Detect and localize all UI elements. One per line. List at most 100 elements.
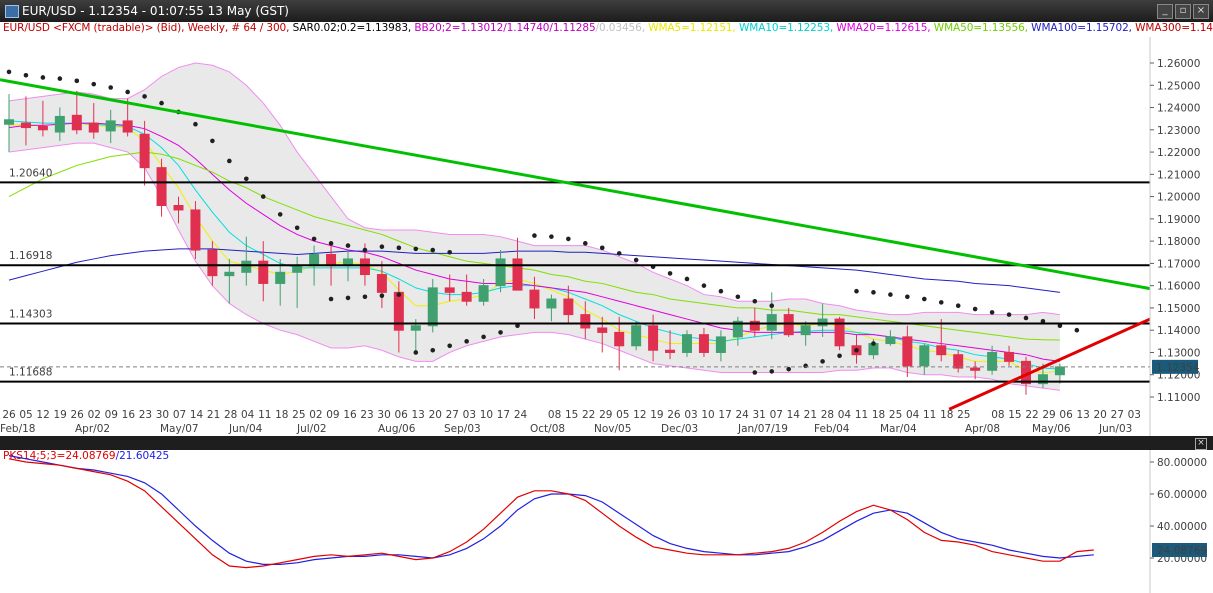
- candle-body: [393, 291, 404, 331]
- x-tick-label: 26: [2, 409, 16, 421]
- sar-dot: [362, 294, 368, 300]
- sar-dot: [515, 323, 520, 329]
- stochastic-current-tag: [1152, 543, 1207, 557]
- stochastic-d-value: /21.60425: [115, 450, 170, 462]
- x-tick-label: 12: [633, 409, 646, 421]
- x-tick-label: 18: [940, 409, 953, 421]
- price-pane: [4, 62, 1080, 395]
- candle-body: [732, 320, 743, 338]
- legend-wma10: WMA10=1.12253,: [735, 22, 834, 34]
- x-tick-label: 21: [207, 409, 220, 421]
- candle-body: [885, 336, 896, 345]
- x-tick-label: 04: [838, 409, 852, 421]
- close-button[interactable]: ×: [1193, 4, 1209, 19]
- x-tick-label: 06: [394, 409, 408, 421]
- legend-bb-label: BB20;2=: [411, 22, 461, 34]
- candle-body: [800, 325, 811, 336]
- x-tick-label: 24: [514, 409, 528, 421]
- stochastic-current-tag-label: 24.08769: [1157, 545, 1207, 557]
- sar-dot: [854, 288, 859, 294]
- candle-body: [936, 345, 947, 356]
- sar-dot: [430, 347, 436, 353]
- sar-dot: [871, 341, 876, 346]
- x-tick-label: 11: [855, 409, 868, 421]
- price-tick-label: 1.22000: [1157, 147, 1200, 159]
- x-tick-label: 13: [412, 409, 425, 421]
- candle-body: [834, 318, 845, 347]
- stochastic-k-value: 24.08769: [65, 450, 116, 462]
- x-tick-label: 17: [718, 409, 731, 421]
- sar-dot: [413, 246, 419, 252]
- x-tick-label: 10: [480, 409, 493, 421]
- sar-dot: [277, 212, 283, 217]
- x-month-label: May/07: [160, 423, 199, 435]
- candle-body: [563, 298, 574, 316]
- sar-dot: [6, 69, 12, 75]
- sar-dot: [1040, 318, 1046, 324]
- sar-dot: [23, 72, 29, 78]
- x-month-label: Jul/02: [296, 423, 327, 435]
- indicator-tick-label: 60.00000: [1157, 489, 1207, 501]
- sar-dot: [955, 303, 961, 309]
- price-tick-label: 1.20000: [1157, 192, 1200, 204]
- restore-button[interactable]: ▫: [1175, 4, 1191, 19]
- candle-body: [665, 349, 676, 353]
- x-tick-label: 09: [326, 409, 339, 421]
- legend-wma300: WMA300=1.14894: [1135, 22, 1213, 34]
- indicator-legend: EUR/USD <FXCM (tradable)> (Bid), Weekly,…: [3, 22, 1213, 36]
- x-tick-label: 05: [616, 409, 629, 421]
- sar-dot: [227, 158, 232, 164]
- candle-body: [173, 205, 184, 211]
- x-tick-label: 23: [139, 409, 152, 421]
- sar-dot: [1057, 323, 1063, 329]
- sar-dot: [769, 303, 775, 309]
- sar-dot: [57, 76, 63, 81]
- price-tick-label: 1.17000: [1157, 258, 1200, 270]
- sar-dot: [837, 353, 842, 359]
- x-tick-label: 27: [446, 409, 459, 421]
- sar-dot: [752, 298, 758, 304]
- x-tick-label: 03: [463, 409, 476, 421]
- x-month-label: Nov/05: [594, 423, 631, 435]
- candle-body: [970, 367, 981, 371]
- window-titlebar: EUR/USD - 1.12354 - 01:07:55 13 May (GST…: [0, 0, 1213, 22]
- stochastic-legend: PKS14;5;3=24.08769/21.60425: [3, 450, 169, 462]
- x-month-label: Apr/08: [965, 423, 1000, 435]
- indicator-tick-label: 80.00000: [1157, 457, 1207, 469]
- pane-separator[interactable]: ×: [0, 436, 1213, 450]
- sar-dot: [532, 233, 537, 238]
- candle-body: [376, 274, 387, 293]
- sar-dot: [616, 251, 622, 256]
- x-tick-label: 20: [1094, 409, 1107, 421]
- sar-dot: [447, 343, 453, 349]
- x-tick-label: 11: [258, 409, 271, 421]
- x-tick-label: 22: [582, 409, 595, 421]
- sar-dot: [345, 243, 351, 248]
- sar-dot: [684, 276, 690, 282]
- x-tick-label: 27: [1111, 409, 1124, 421]
- legend-wma100: WMA100=1.15702,: [1027, 22, 1132, 34]
- green-trendline: [0, 78, 1151, 291]
- candle-body: [88, 122, 99, 133]
- x-tick-label: 29: [599, 409, 612, 421]
- sar-dot: [786, 366, 791, 372]
- x-tick-label: 16: [343, 409, 357, 421]
- sar-dot: [938, 300, 944, 305]
- x-tick-label: 06: [1059, 409, 1073, 421]
- x-tick-label: 22: [1025, 409, 1038, 421]
- legend-bb-mid: 1.13012: [460, 22, 504, 34]
- pane-close-icon[interactable]: ×: [1195, 438, 1207, 450]
- sar-dot: [447, 249, 453, 255]
- candle-body: [224, 271, 235, 277]
- candle-body: [1004, 351, 1015, 362]
- sar-dot: [989, 310, 995, 315]
- candle-body: [54, 115, 65, 133]
- candle-body: [241, 260, 252, 273]
- minimize-button[interactable]: _: [1157, 4, 1173, 19]
- candle-body: [597, 327, 608, 333]
- x-month-label: Jun/04: [228, 423, 263, 435]
- candle-body: [139, 133, 150, 169]
- legend-bb-upper: /1.14740: [503, 22, 550, 34]
- candle-body: [749, 320, 760, 331]
